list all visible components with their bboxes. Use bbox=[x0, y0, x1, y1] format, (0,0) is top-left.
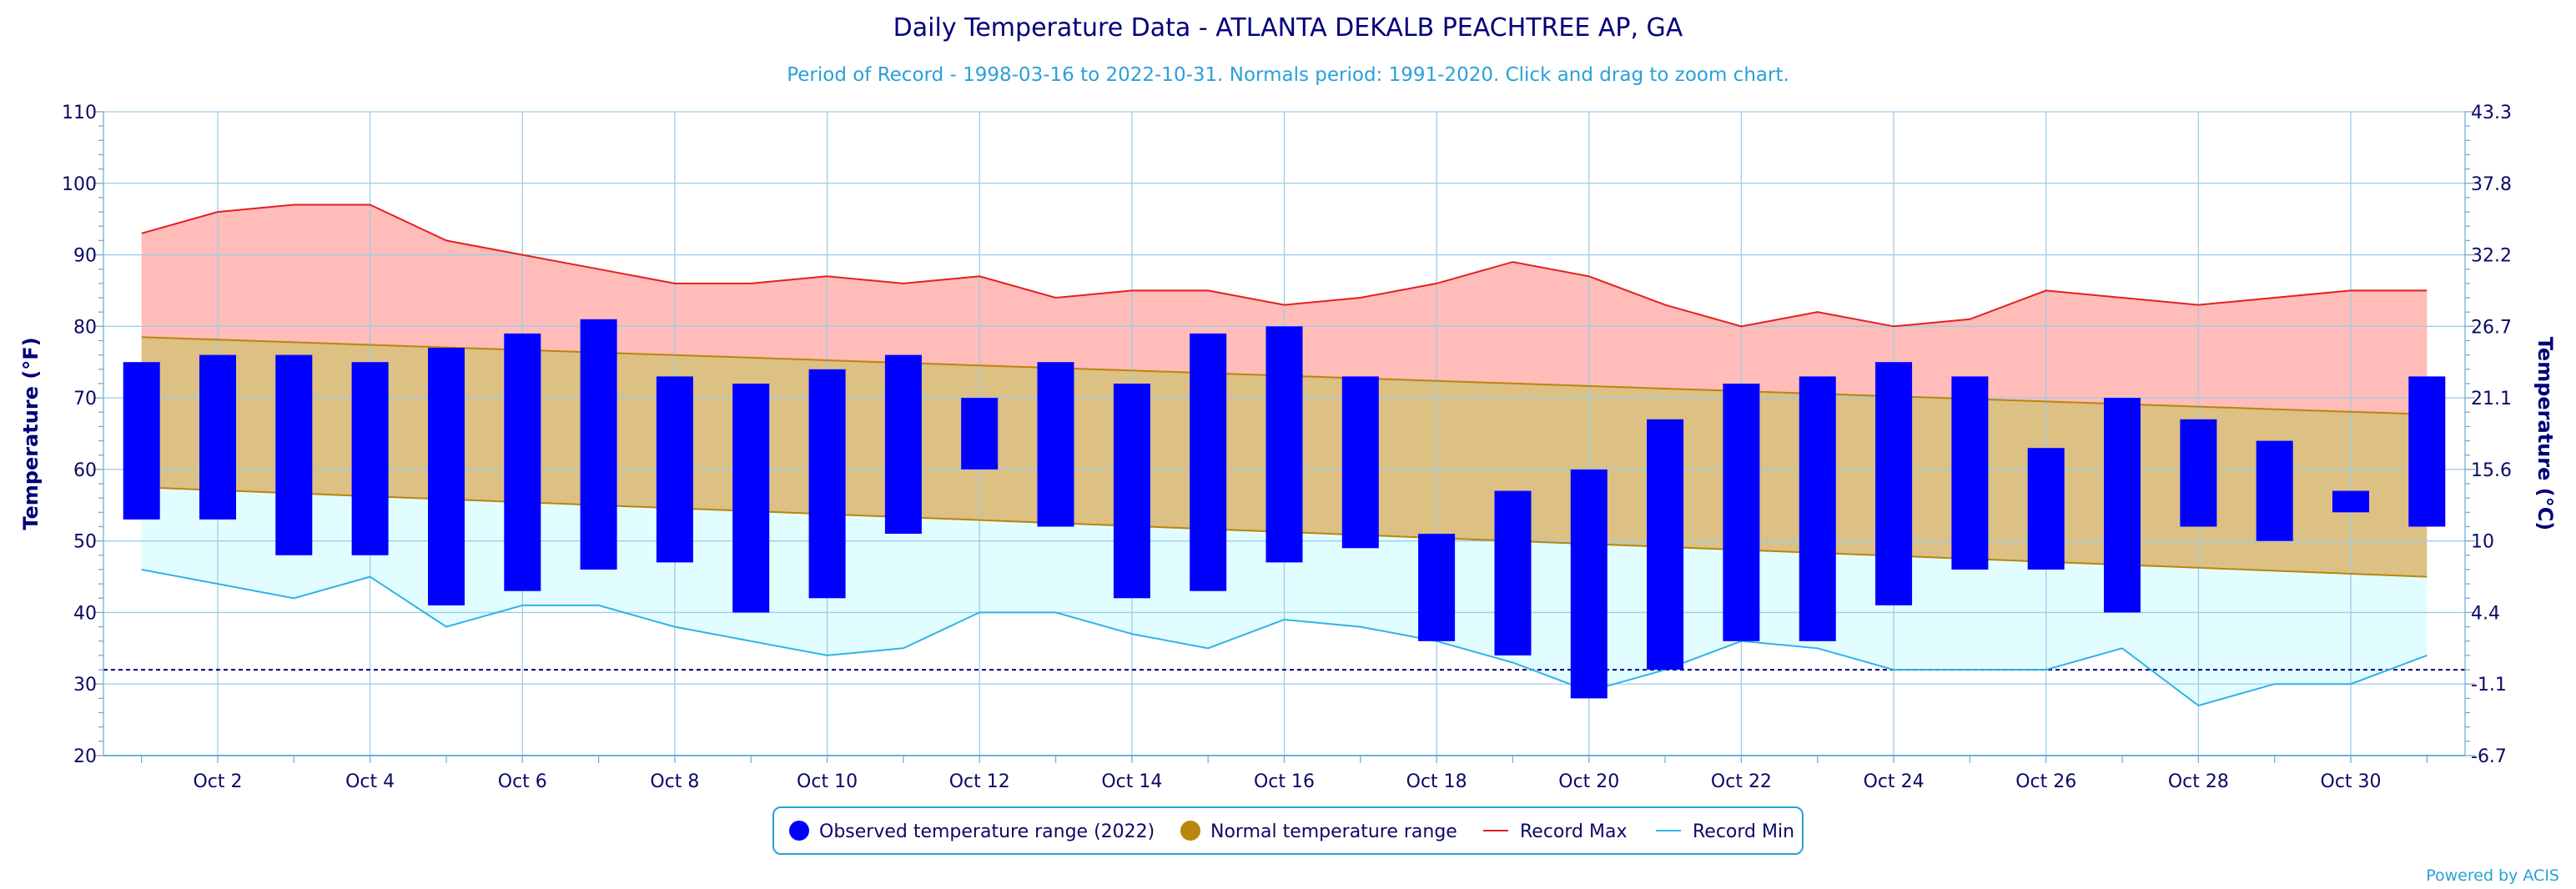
y-tick-label-right: 37.8 bbox=[2471, 174, 2512, 195]
observed-bar-oct-5[interactable] bbox=[428, 348, 465, 605]
chart-title: Daily Temperature Data - ATLANTA DEKALB … bbox=[893, 13, 1683, 43]
y-tick-label-left: 40 bbox=[73, 603, 97, 624]
observed-bar-oct-21[interactable] bbox=[1647, 419, 1684, 670]
observed-bar-oct-31[interactable] bbox=[2408, 376, 2446, 527]
observed-bar-oct-26[interactable] bbox=[2027, 448, 2065, 570]
observed-bar-oct-22[interactable] bbox=[1723, 384, 1760, 641]
y-axis-title-right: Temperature (°C) bbox=[2533, 337, 2557, 531]
axes: 20 -6.7 30 -1.1 40 4.4 50 10 60 15.6 70 21.1 80 26.7 9… bbox=[62, 103, 2512, 792]
observed-bar-oct-12[interactable] bbox=[961, 398, 999, 470]
y-tick-label-right: 15.6 bbox=[2471, 460, 2512, 481]
legend-box bbox=[772, 806, 1804, 855]
observed-bar-oct-7[interactable] bbox=[580, 319, 617, 570]
y-tick-label-left: 30 bbox=[73, 675, 97, 696]
observed-bar-oct-16[interactable] bbox=[1265, 326, 1303, 563]
y-tick-label-left: 70 bbox=[73, 389, 97, 409]
observed-bar-oct-8[interactable] bbox=[656, 376, 693, 563]
x-tick-label: Oct 6 bbox=[498, 771, 547, 792]
observed-bar-oct-6[interactable] bbox=[504, 333, 541, 591]
observed-bar-oct-23[interactable] bbox=[1799, 376, 1836, 641]
legend-normal-marker[interactable] bbox=[1180, 821, 1200, 841]
x-tick-label: Oct 24 bbox=[1864, 771, 1924, 792]
observed-bar-oct-27[interactable] bbox=[2104, 398, 2141, 613]
x-tick-label: Oct 16 bbox=[1254, 771, 1315, 792]
y-tick-label-left: 80 bbox=[73, 317, 97, 338]
observed-bar-oct-11[interactable] bbox=[884, 354, 922, 534]
y-tick-label-right: 32.2 bbox=[2471, 246, 2512, 267]
legend-record-max-label[interactable]: Record Max bbox=[1520, 821, 1628, 842]
x-tick-label: Oct 4 bbox=[345, 771, 395, 792]
observed-bar-oct-30[interactable] bbox=[2332, 490, 2369, 513]
observed-bar-oct-13[interactable] bbox=[1037, 362, 1074, 527]
observed-bar-oct-19[interactable] bbox=[1494, 490, 1532, 655]
y-tick-label-right: -6.7 bbox=[2471, 746, 2507, 767]
x-tick-label: Oct 10 bbox=[797, 771, 858, 792]
x-tick-label: Oct 14 bbox=[1101, 771, 1162, 792]
y-tick-label-left: 60 bbox=[73, 460, 97, 481]
observed-bar-oct-29[interactable] bbox=[2256, 440, 2293, 541]
x-tick-label: Oct 12 bbox=[949, 771, 1010, 792]
observed-bar-oct-9[interactable] bbox=[732, 384, 770, 613]
y-tick-label-right: 26.7 bbox=[2471, 317, 2512, 338]
observed-bar-oct-18[interactable] bbox=[1418, 534, 1456, 641]
observed-bar-oct-10[interactable] bbox=[808, 369, 846, 599]
observed-bar-oct-2[interactable] bbox=[199, 354, 236, 520]
chart-subtitle: Period of Record - 1998-03-16 to 2022-10… bbox=[787, 64, 1789, 86]
y-tick-label-left: 50 bbox=[73, 532, 97, 553]
observed-bar-oct-24[interactable] bbox=[1875, 362, 1913, 605]
observed-bar-oct-3[interactable] bbox=[275, 354, 313, 555]
y-tick-label-right: -1.1 bbox=[2471, 675, 2507, 696]
observed-bar-oct-4[interactable] bbox=[351, 362, 389, 555]
y-tick-label-right: 10 bbox=[2471, 532, 2494, 553]
y-tick-label-right: 43.3 bbox=[2471, 103, 2512, 123]
x-tick-label: Oct 26 bbox=[2015, 771, 2076, 792]
y-tick-label-left: 20 bbox=[73, 746, 97, 767]
observed-bar-oct-20[interactable] bbox=[1570, 469, 1607, 699]
observed-bars[interactable] bbox=[123, 319, 2446, 699]
x-tick-label: Oct 2 bbox=[193, 771, 242, 792]
y-tick-label-left: 90 bbox=[73, 246, 97, 267]
record-min-line[interactable] bbox=[141, 569, 2428, 707]
legend-observed-marker[interactable] bbox=[789, 821, 809, 841]
legend[interactable]: Observed temperature range (2022) Normal… bbox=[772, 806, 1804, 855]
x-tick-label: Oct 22 bbox=[1711, 771, 1772, 792]
acis-credit[interactable]: Powered by ACIS bbox=[2426, 866, 2559, 885]
observed-bar-oct-1[interactable] bbox=[123, 362, 160, 520]
observed-bar-oct-28[interactable] bbox=[2180, 419, 2217, 527]
y-tick-label-left: 110 bbox=[62, 103, 97, 123]
observed-bar-oct-25[interactable] bbox=[1951, 376, 1989, 570]
y-axis-title-left: Temperature (°F) bbox=[19, 337, 43, 530]
observed-bar-oct-14[interactable] bbox=[1113, 384, 1150, 599]
x-tick-label: Oct 8 bbox=[650, 771, 699, 792]
y-tick-label-right: 4.4 bbox=[2471, 603, 2500, 624]
y-tick-label-right: 21.1 bbox=[2471, 389, 2512, 409]
legend-record-min-label[interactable]: Record Min bbox=[1693, 821, 1794, 842]
observed-bar-oct-17[interactable] bbox=[1341, 376, 1379, 549]
x-tick-label: Oct 30 bbox=[2321, 771, 2382, 792]
legend-normal-label[interactable]: Normal temperature range bbox=[1210, 821, 1457, 842]
x-tick-label: Oct 18 bbox=[1406, 771, 1467, 792]
y-tick-label-left: 100 bbox=[62, 174, 97, 195]
x-tick-label: Oct 20 bbox=[1558, 771, 1619, 792]
legend-observed-label[interactable]: Observed temperature range (2022) bbox=[819, 821, 1155, 842]
observed-bar-oct-15[interactable] bbox=[1190, 333, 1227, 591]
x-tick-label: Oct 28 bbox=[2168, 771, 2229, 792]
record-max-line[interactable] bbox=[141, 203, 2428, 328]
